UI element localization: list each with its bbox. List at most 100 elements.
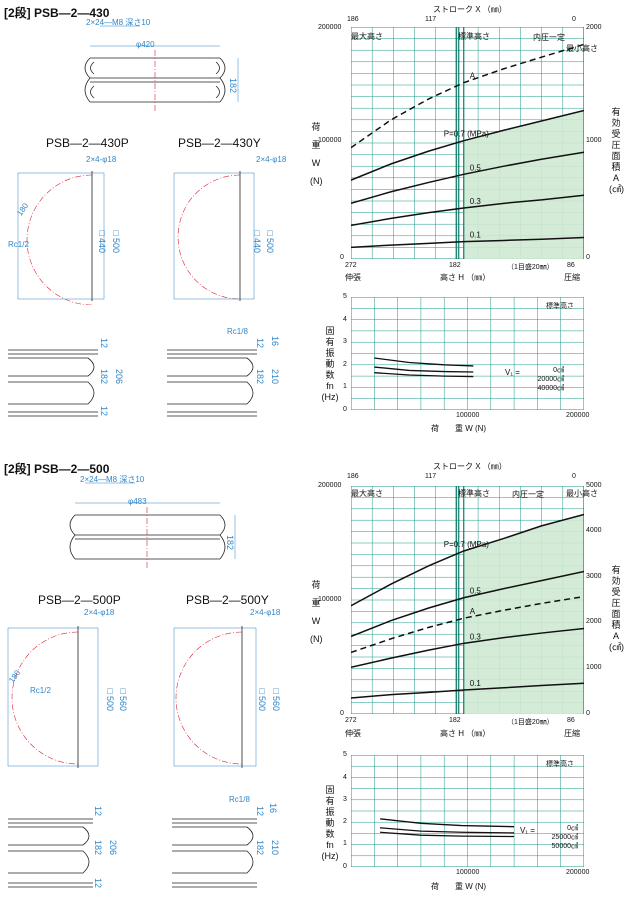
diameter-label-2: φ483 — [128, 497, 147, 506]
section-view-y — [167, 349, 257, 417]
fy-tick-5-2: 5 — [343, 751, 347, 758]
curve-label-4: A — [470, 607, 476, 616]
volumes-1: 0㎤ 20000㎤ 40000㎤ — [537, 367, 564, 392]
curve-label-4: A — [470, 72, 476, 81]
fy-tick-4-2: 4 — [343, 774, 347, 781]
x-right-word-1: 圧縮 — [564, 273, 580, 282]
curve-4 — [351, 595, 584, 654]
fx-tick-100000-1: 100000 — [456, 412, 480, 419]
port-label-y: Rc1/8 — [227, 327, 248, 336]
holes-label-p-2: 2×4-φ18 — [84, 608, 115, 617]
volumes-2: 0㎤ 25000㎤ 50000㎤ — [551, 825, 578, 850]
h-16-y-2: 16 — [268, 803, 278, 814]
fx-title-1: 荷 重 W (N) — [431, 424, 487, 433]
y2-tick-1000-2: 1000 — [586, 664, 602, 671]
port-label-p: Rc1/2 — [8, 240, 29, 249]
operating-range-shade — [463, 514, 584, 714]
h-12-top-y: 12 — [255, 338, 265, 349]
y2-tick-5000-2: 5000 — [586, 482, 602, 489]
sq-inner-p: □440 — [97, 228, 107, 254]
x-title-2: 高さ H （㎜） — [440, 729, 491, 738]
fy-tick-4-1: 4 — [343, 316, 347, 323]
fx-tick-200000-1: 200000 — [566, 412, 590, 419]
const-press-label-1: 内圧一定 — [533, 33, 565, 42]
fy-tick-2-1: 2 — [343, 361, 347, 368]
top-tick-186-1: 186 — [347, 16, 359, 23]
curve-1 — [351, 151, 584, 205]
sq-outer-y-2: □560 — [271, 686, 281, 712]
x-tick-182-2: 182 — [449, 717, 461, 724]
max-height-label-2: 最大高さ — [351, 489, 383, 498]
load-chart-1: P=0.7 (MPa) 0.5 0.3 0.1 A — [351, 27, 584, 259]
section-title: [2段] PSB―2―430 — [4, 6, 110, 20]
curve-label-1: 0.5 — [470, 163, 482, 172]
curve-3 — [351, 236, 584, 249]
curve-label-2: 0.3 — [470, 632, 482, 641]
diameter-label: φ420 — [136, 40, 155, 49]
mount-note: 2×24―M8 深さ10 — [86, 18, 151, 27]
fn-curve-1 — [374, 366, 474, 373]
h-210-y-2: 210 — [270, 840, 280, 856]
freq-chart-2 — [351, 755, 584, 867]
fy-tick-1-1: 1 — [343, 383, 347, 390]
y2-tick-2000-1: 2000 — [586, 24, 602, 31]
h-182-p-2: 182 — [93, 840, 103, 856]
bellows-side-view-2 — [69, 482, 236, 569]
sq-outer-y: □500 — [265, 228, 275, 254]
h-182-p: 182 — [99, 369, 109, 385]
fx-tick-200000-2: 200000 — [566, 869, 590, 876]
h-12-top-p-2: 12 — [93, 806, 103, 817]
std-height-label-2: 標準高さ — [458, 489, 490, 498]
h-206-p: 206 — [114, 369, 124, 385]
freq-std-label-1: 標準高さ — [546, 303, 574, 310]
min-height-label-2: 最小高さ — [566, 489, 598, 498]
fy-tick-3-2: 3 — [343, 796, 347, 803]
fy-tick-2-2: 2 — [343, 818, 347, 825]
h-12-bot-p: 12 — [99, 406, 109, 417]
height-dim-label-2: 182 — [225, 535, 235, 551]
curve-3 — [351, 682, 584, 699]
fy-tick-3-1: 3 — [343, 338, 347, 345]
const-press-label-2: 内圧一定 — [512, 490, 544, 499]
h-12-bot-p-2: 12 — [93, 878, 103, 889]
y2-tick-1000-1: 1000 — [586, 137, 602, 144]
fn-curve-0 — [380, 818, 515, 828]
y-tick-200000-1: 200000 — [318, 24, 342, 31]
height-dim-label: 182 — [228, 78, 238, 94]
x-right-word-2: 圧縮 — [564, 729, 580, 738]
min-height-label-1: 最小高さ — [566, 44, 598, 53]
section-view-y-2 — [172, 818, 257, 888]
y-tick-0-2: 0 — [340, 710, 344, 717]
section-view-p-2 — [8, 818, 93, 888]
flange-plan-p — [17, 171, 105, 305]
fy-title-1: 固有振動数 fn (Hz) — [321, 326, 339, 402]
x-tick-86-2: 86 — [567, 717, 575, 724]
y-tick-100000-1: 100000 — [318, 137, 342, 144]
x-title-1: 高さ H （㎜） — [440, 273, 491, 282]
curve-label-0: P=0.7 (MPa) — [444, 540, 489, 549]
section-title-2: [2段] PSB―2―500 — [4, 462, 110, 476]
fy-tick-0-1: 0 — [343, 406, 347, 413]
variant-p-name-2: PSB―2―500P — [38, 593, 121, 607]
curve-0 — [351, 109, 584, 181]
curve-1 — [351, 570, 584, 638]
y-tick-200000-2: 200000 — [318, 482, 342, 489]
h-206-p-2: 206 — [108, 840, 118, 856]
h-12-top-y-2: 12 — [255, 806, 265, 817]
curve-label-2: 0.3 — [470, 197, 482, 206]
holes-label-p: 2×4-φ18 — [86, 155, 117, 164]
curve-label-1: 0.5 — [470, 587, 482, 596]
fn-curve-0 — [374, 357, 474, 367]
variant-y-name-2: PSB―2―500Y — [186, 593, 269, 607]
fx-tick-100000-2: 100000 — [456, 869, 480, 876]
std-height-label-1: 標準高さ — [458, 32, 490, 41]
top-tick-117-1: 117 — [425, 16, 437, 23]
sq-inner-y-2: □500 — [257, 686, 267, 712]
x-tick-272-1: 272 — [345, 262, 357, 269]
curve-label-3: 0.1 — [470, 231, 482, 240]
v-label-2: V₁ = — [520, 826, 535, 835]
max-height-label-1: 最大高さ — [351, 32, 383, 41]
curve-4 — [351, 43, 584, 149]
y-title-2: 荷重 W (N) — [310, 580, 323, 644]
flange-plan-p-2 — [7, 626, 99, 768]
